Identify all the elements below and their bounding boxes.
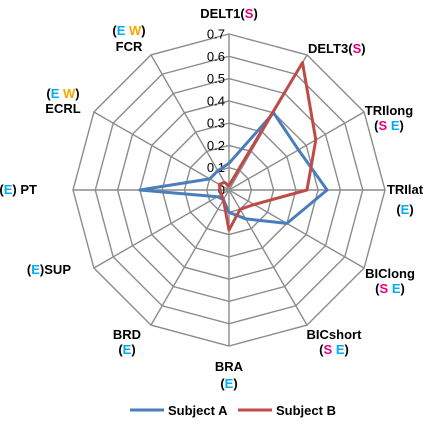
legend-label: Subject A: [168, 403, 228, 418]
svg-text:DELT1(S): DELT1(S): [200, 6, 258, 21]
series-line: [217, 61, 318, 232]
grid-spoke: [150, 54, 230, 191]
axis-label-biclong: BIClong(S E): [365, 266, 415, 296]
tick-label: 0.3: [207, 116, 225, 131]
svg-text:(E): (E): [396, 202, 413, 217]
svg-text:(E W): (E W): [46, 86, 79, 101]
axis-label-delt1: DELT1(S): [200, 6, 258, 21]
axis-label-brd: BRD(E): [113, 327, 141, 357]
axis-label-bicshort: BICshort(S E): [307, 327, 363, 357]
svg-text:FCR: FCR: [116, 39, 143, 54]
axis-label-ecrl: (E W)ECRL: [45, 86, 80, 116]
tick-label: 0.2: [207, 138, 225, 153]
legend-item-subject-a: Subject A: [130, 403, 228, 418]
tick-label: 0.6: [207, 49, 225, 64]
svg-text:TRIlat: TRIlat: [387, 182, 424, 197]
grid-spoke: [93, 189, 230, 269]
axis-label-bra: BRA (E): [215, 359, 244, 391]
radial-axis-ticks: 00.10.20.30.40.50.60.7: [207, 27, 225, 198]
axis-label-pt: (E) PT: [0, 182, 37, 197]
grid-spoke: [150, 189, 230, 326]
tick-label: 0.1: [207, 160, 225, 175]
svg-text:(E): (E): [118, 342, 135, 357]
svg-text:(S E): (S E): [374, 118, 404, 133]
svg-text:ECRL: ECRL: [45, 101, 80, 116]
axis-label-sup: (E)SUP: [27, 262, 71, 277]
svg-text:BRA: BRA: [215, 359, 244, 374]
axis-label-delt3: DELT3(S): [308, 41, 366, 56]
grid-spoke: [93, 111, 230, 191]
legend-label: Subject B: [276, 403, 336, 418]
svg-text:TRIlong: TRIlong: [365, 103, 413, 118]
svg-text:(S E): (S E): [319, 342, 349, 357]
svg-text:(E)SUP: (E)SUP: [27, 262, 71, 277]
axis-label-trilat: TRIlat (E): [387, 182, 424, 217]
svg-text:DELT3(S): DELT3(S): [308, 41, 366, 56]
legend-item-subject-b: Subject B: [238, 403, 336, 418]
tick-label: 0.7: [207, 27, 225, 42]
svg-text:BRD: BRD: [113, 327, 141, 342]
tick-label: 0.5: [207, 71, 225, 86]
svg-text:BICshort: BICshort: [307, 327, 363, 342]
svg-text:(E) PT: (E) PT: [0, 182, 37, 197]
grid-spoke: [228, 189, 365, 269]
axis-label-trilong: TRIlong(S E): [365, 103, 413, 133]
svg-text:BIClong: BIClong: [365, 266, 415, 281]
svg-text:(S E): (S E): [375, 281, 405, 296]
category-labels: DELT1(S)DELT3(S)TRIlong(S E)TRIlat(E)BIC…: [0, 6, 424, 391]
grid-spoke: [228, 189, 308, 326]
series-line: [138, 111, 329, 225]
grid-spoke: [228, 111, 365, 191]
svg-text:(E W): (E W): [112, 23, 145, 38]
radar-grid: [72, 33, 386, 347]
series-lines: [138, 61, 329, 232]
axis-label-fcr: (E W)FCR: [112, 23, 145, 54]
tick-label: 0.4: [207, 93, 225, 108]
svg-text:(E): (E): [220, 376, 237, 391]
legend: Subject A Subject B: [130, 403, 336, 418]
